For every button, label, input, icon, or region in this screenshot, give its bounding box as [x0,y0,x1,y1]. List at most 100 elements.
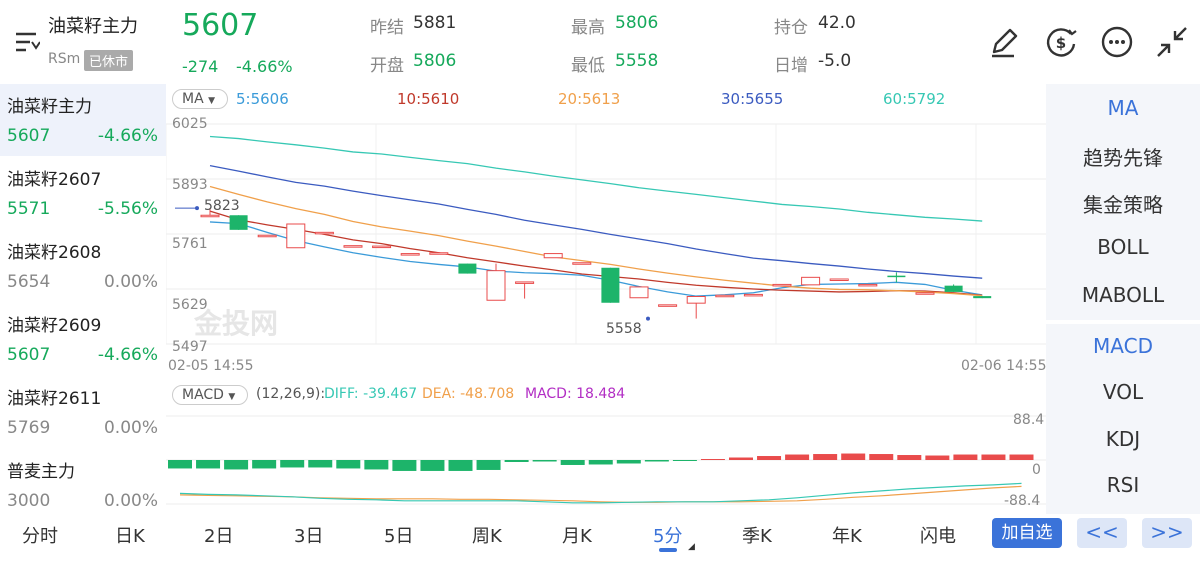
macd-histogram-bar [1009,454,1034,460]
candlestick-chart[interactable] [166,112,1046,358]
watchlist-item-pct: 0.00% [103,491,158,511]
tab-5min[interactable]: 5分 [653,526,683,547]
macd-diff-value: DIFF: -39.467 [324,386,418,402]
candle-body [915,292,935,295]
indicator-rsi[interactable]: RSI [1106,473,1140,497]
candle-body [458,263,477,274]
ma30-value: 30:5655 [721,90,784,108]
macd-indicator-select[interactable]: MACD ▼ [172,385,248,405]
more-icon[interactable] [1097,22,1137,62]
watchlist-item-rs2611[interactable]: 油菜籽2611 5769 0.00% [0,376,166,448]
quote-header: 油菜籽主力 RSm 已休市 5607 -274 -4.66% 昨结 5881 开… [0,0,1200,84]
tab-lightning[interactable]: 闪电 [920,526,956,547]
watchlist-item-rs2609[interactable]: 油菜籽2609 5607 -4.66% [0,303,166,375]
tab-3day[interactable]: 3日 [294,526,324,547]
macd-select-label: MACD [182,387,224,403]
macd-histogram-bar [560,460,585,465]
macd-histogram-bar [925,455,950,460]
macd-histogram-bar [252,460,277,469]
watchlist-item-name: 普麦主力 [7,462,75,482]
tab-daily-k[interactable]: 日K [115,526,145,547]
watchlist-item-rs2608[interactable]: 油菜籽2608 5654 0.00% [0,230,166,302]
watchlist-item-price: 5654 [7,272,51,292]
watchlist-item-wheat[interactable]: 普麦主力 3000 0.00% [0,449,166,521]
tab-2day[interactable]: 2日 [204,526,234,547]
candle-body [515,281,535,284]
draw-icon[interactable] [984,22,1024,62]
menu-sort-icon[interactable] [14,30,40,54]
macd-histogram-bar [869,454,894,460]
watchlist-sidebar: 油菜籽主力 5607 -4.66% 油菜籽2607 5571 -5.56% 油菜… [0,84,166,514]
watchlist-item-rsm[interactable]: 油菜籽主力 5607 -4.66% [0,84,166,156]
tab-monthly-k[interactable]: 月K [562,526,592,547]
indicator-jijin-strategy[interactable]: 集金策略 [1083,193,1163,217]
macd-chart[interactable] [166,408,1046,512]
chevron-down-icon: ▼ [228,392,236,402]
watchlist-item-name: 油菜籽2607 [7,170,102,190]
price-tick: 5893 [172,177,208,193]
candle-body [257,234,277,238]
last-price: 5607 [182,8,259,43]
tab-5day[interactable]: 5日 [384,526,414,547]
watchlist-item-pct: -4.66% [97,345,158,365]
candle-body [858,283,878,287]
macd-histogram-bar [841,453,866,460]
macd-histogram-bar [448,460,473,471]
low-price-marker: 5558 [606,321,642,337]
tab-yearly-k[interactable]: 年K [832,526,862,547]
tab-intraday[interactable]: 分时 [22,526,58,547]
ma5-value: 5:5606 [236,90,289,108]
ma-indicator-select[interactable]: MA ▼ [172,89,228,109]
macd-tick-zero: 0 [1032,462,1041,478]
candle-body [314,231,334,235]
stat-label-prev-settle: 昨结 [370,18,404,38]
indicator-ma[interactable]: MA [1107,96,1139,120]
add-to-watchlist-button[interactable]: 加自选 [992,518,1062,548]
low-marker-dot [646,316,650,321]
indicator-boll[interactable]: BOLL [1097,235,1149,259]
tab-weekly-k[interactable]: 周K [472,526,502,547]
price-change: -274 [182,57,219,76]
price-tick: 5497 [172,339,208,355]
macd-histogram-bar [897,455,922,460]
watchlist-item-name: 油菜籽2609 [7,316,102,336]
watchlist-item-name: 油菜籽2608 [7,243,102,263]
stat-value-low: 5558 [615,51,659,71]
tab-quarterly-k[interactable]: 季K [742,526,772,547]
macd-diff-line [179,482,1022,504]
candle-body [486,270,506,301]
macd-dea-line [179,485,1022,503]
macd-histogram-bar [588,460,613,465]
tab-dropdown-icon: ◢ [688,542,695,552]
indicator-kdj[interactable]: KDJ [1105,427,1141,451]
panel-divider [1046,320,1200,324]
collapse-icon[interactable] [1152,22,1192,62]
period-tab-bar: 分时 日K 2日 3日 5日 周K 月K 5分 ◢ 季K 年K 闪电 加自选 <… [0,514,1200,571]
macd-histogram-bar [813,454,838,460]
macd-histogram-bar [308,460,333,468]
prev-instrument-button[interactable]: << [1077,518,1127,548]
candle-body [601,267,620,303]
candle-body [772,283,792,287]
stat-label-open: 开盘 [370,56,404,76]
next-instrument-button[interactable]: >> [1142,518,1192,548]
watchlist-item-price: 5607 [7,345,51,365]
indicator-vol[interactable]: VOL [1102,380,1144,404]
candle-body [973,296,992,299]
time-end-label: 02-06 14:55 [961,358,1047,374]
price-change-pct: -4.66% [236,57,293,76]
instrument-name[interactable]: 油菜籽主力 [48,16,138,37]
indicator-maboll[interactable]: MABOLL [1081,283,1165,307]
time-start-label: 02-05 14:55 [168,358,254,374]
indicator-macd[interactable]: MACD [1093,334,1153,358]
indicator-trend-pioneer[interactable]: 趋势先锋 [1083,146,1163,170]
macd-histogram-bar [224,460,249,470]
macd-tick-bottom: -88.4 [1004,493,1041,509]
macd-histogram-bar [644,460,669,462]
watchlist-item-rs2607[interactable]: 油菜籽2607 5571 -5.56% [0,157,166,229]
stat-value-high: 5806 [615,13,659,33]
ma20-value: 20:5613 [558,90,621,108]
price-tick: 5761 [172,236,208,252]
currency-icon[interactable]: $ [1041,22,1081,62]
stat-label-daily-change: 日增 [774,56,808,76]
